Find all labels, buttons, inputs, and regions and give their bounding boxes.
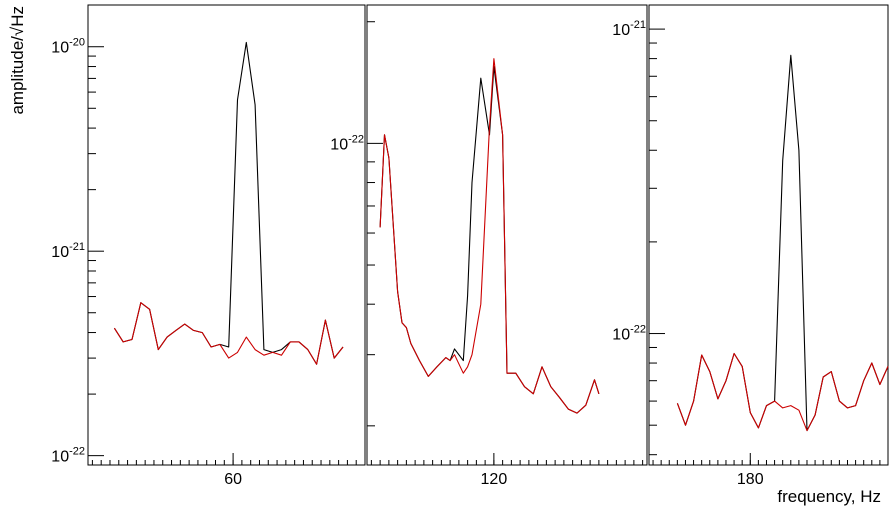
y-tick-label-exponent: -22: [348, 133, 364, 145]
y-tick-label: 10-21: [612, 19, 646, 39]
y-tick-label: 10-21: [51, 241, 85, 261]
series-line-black: [676, 54, 889, 432]
y-tick-label-base: 10: [330, 136, 348, 153]
y-tick-label: 10-22: [51, 446, 85, 466]
panel-frame: [87, 4, 366, 466]
y-tick-label: 10-20: [51, 37, 85, 57]
y-tick-label-exponent: -21: [69, 241, 85, 253]
y-tick-label: 10-22: [612, 324, 646, 344]
x-tick-label: 180: [737, 471, 764, 488]
y-tick-label-exponent: -22: [630, 324, 646, 336]
y-tick-label-base: 10: [51, 244, 69, 261]
series-line-red: [379, 58, 600, 414]
x-tick-label: 120: [481, 471, 508, 488]
y-tick-label-base: 10: [612, 327, 630, 344]
y-tick-label-base: 10: [612, 22, 630, 39]
series-line-red: [676, 352, 889, 432]
x-tick-label: 60: [224, 471, 242, 488]
x-axis-label: frequency, Hz: [777, 487, 881, 506]
y-tick-label-exponent: -21: [630, 19, 646, 31]
panel-frame: [366, 4, 648, 466]
y-axis-label: amplitude/√Hz: [8, 6, 27, 115]
panel-frame: [648, 4, 889, 466]
y-tick-label-exponent: -20: [69, 37, 85, 49]
y-tick-label: 10-22: [330, 133, 364, 153]
series-line-red: [113, 302, 344, 365]
y-tick-label-base: 10: [51, 449, 69, 466]
y-tick-label-exponent: -22: [69, 446, 85, 458]
y-tick-label-base: 10: [51, 40, 69, 57]
series-line-black: [113, 41, 344, 365]
